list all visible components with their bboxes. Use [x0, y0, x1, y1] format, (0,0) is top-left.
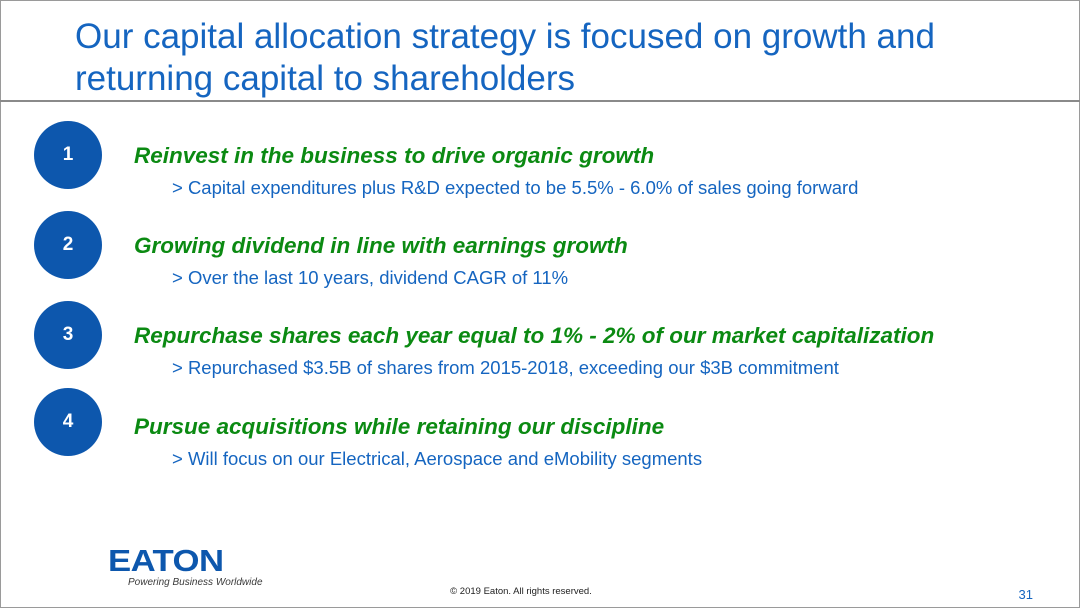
- page-number: 31: [1018, 587, 1033, 602]
- copyright-notice: © 2019 Eaton. All rights reserved.: [450, 586, 592, 597]
- number-badge: 4: [34, 388, 102, 456]
- item-heading: Pursue acquisitions while retaining our …: [134, 414, 665, 439]
- title-divider: [0, 100, 1080, 102]
- item-detail: > Will focus on our Electrical, Aerospac…: [172, 448, 703, 469]
- strategy-item-4: 4 Pursue acquisitions while retaining ou…: [0, 388, 1080, 469]
- slide-title: Our capital allocation strategy is focus…: [75, 17, 935, 98]
- strategy-item-3: 3 Repurchase shares each year equal to 1…: [0, 301, 1080, 381]
- item-detail: > Over the last 10 years, dividend CAGR …: [172, 267, 569, 288]
- item-heading: Repurchase shares each year equal to 1% …: [134, 323, 935, 348]
- item-heading: Growing dividend in line with earnings g…: [134, 233, 628, 258]
- strategy-item-1: 1 Reinvest in the business to drive orga…: [0, 121, 1080, 201]
- eaton-logo: EATON Powering Business Worldwide: [108, 543, 263, 590]
- item-heading: Reinvest in the business to drive organi…: [134, 143, 655, 168]
- logo-tagline: Powering Business Worldwide: [128, 577, 263, 588]
- number-badge: 3: [34, 301, 102, 369]
- strategy-item-2: 2 Growing dividend in line with earnings…: [0, 211, 1080, 291]
- item-detail: > Capital expenditures plus R&D expected…: [172, 177, 859, 198]
- number-badge: 1: [34, 121, 102, 189]
- item-detail: > Repurchased $3.5B of shares from 2015-…: [172, 357, 839, 378]
- logo-wordmark: EATON: [108, 543, 224, 578]
- number-badge: 2: [34, 211, 102, 279]
